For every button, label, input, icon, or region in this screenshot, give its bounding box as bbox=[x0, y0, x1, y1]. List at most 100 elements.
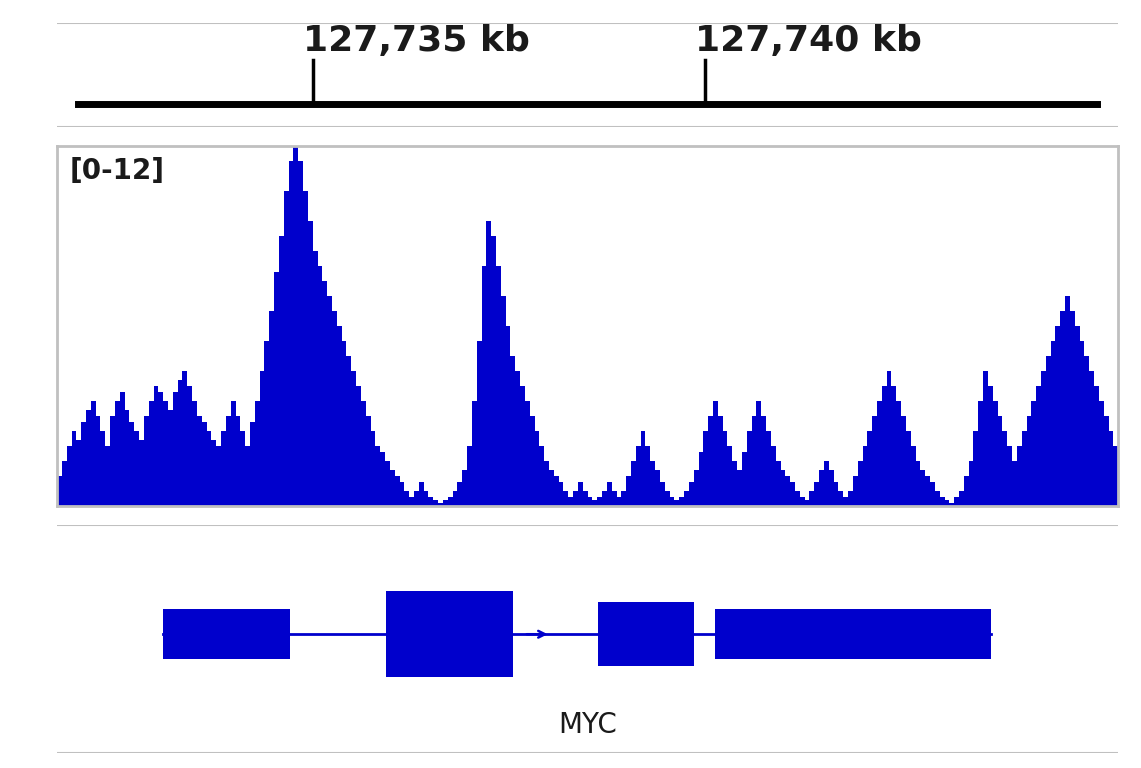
Bar bbox=[685, 492, 689, 506]
Bar bbox=[361, 402, 366, 506]
Bar bbox=[897, 402, 901, 506]
Bar bbox=[997, 416, 1003, 506]
Bar bbox=[887, 371, 891, 506]
Bar bbox=[858, 462, 863, 506]
Bar bbox=[636, 446, 641, 506]
Bar bbox=[57, 476, 62, 506]
Bar bbox=[698, 452, 703, 506]
Bar bbox=[949, 504, 954, 506]
Bar bbox=[940, 498, 945, 506]
Bar bbox=[226, 416, 230, 506]
Bar bbox=[1012, 462, 1017, 506]
Bar bbox=[207, 432, 211, 506]
Bar bbox=[371, 432, 375, 506]
Bar bbox=[882, 386, 887, 506]
Bar bbox=[1027, 416, 1031, 506]
Bar bbox=[429, 498, 434, 506]
Bar bbox=[785, 476, 791, 506]
Bar bbox=[1003, 432, 1008, 506]
Bar bbox=[115, 402, 120, 506]
Bar bbox=[607, 482, 612, 506]
Bar bbox=[993, 402, 997, 506]
Bar bbox=[293, 146, 298, 506]
Bar bbox=[443, 501, 447, 506]
Bar bbox=[945, 501, 949, 506]
Bar bbox=[366, 416, 371, 506]
Bar bbox=[761, 416, 766, 506]
Bar bbox=[525, 402, 529, 506]
Bar bbox=[911, 446, 915, 506]
Bar bbox=[839, 492, 843, 506]
Bar bbox=[733, 462, 737, 506]
Bar bbox=[159, 392, 163, 506]
Bar bbox=[728, 446, 733, 506]
Bar bbox=[540, 446, 544, 506]
Bar bbox=[925, 476, 930, 506]
Bar bbox=[529, 416, 535, 506]
Bar bbox=[323, 281, 327, 506]
Bar bbox=[254, 402, 260, 506]
Bar bbox=[573, 492, 578, 506]
Bar bbox=[824, 462, 828, 506]
Bar bbox=[395, 476, 399, 506]
Bar bbox=[1021, 432, 1027, 506]
Bar bbox=[715, 609, 990, 659]
Bar bbox=[791, 482, 795, 506]
Bar bbox=[135, 432, 139, 506]
Bar bbox=[81, 422, 86, 506]
Bar bbox=[534, 432, 540, 506]
Bar bbox=[172, 392, 178, 506]
Bar bbox=[230, 402, 235, 506]
Bar bbox=[154, 386, 159, 506]
Bar bbox=[1084, 356, 1090, 506]
Bar bbox=[486, 221, 491, 506]
Bar bbox=[679, 498, 685, 506]
Bar bbox=[578, 482, 583, 506]
Bar bbox=[737, 470, 742, 506]
Bar bbox=[1041, 371, 1046, 506]
Bar bbox=[414, 492, 419, 506]
Bar bbox=[597, 498, 602, 506]
Bar bbox=[853, 476, 858, 506]
Bar bbox=[815, 482, 819, 506]
Bar bbox=[544, 462, 549, 506]
Bar bbox=[375, 446, 380, 506]
Bar bbox=[659, 482, 665, 506]
Bar bbox=[516, 371, 520, 506]
Bar bbox=[327, 296, 332, 506]
Bar bbox=[713, 402, 718, 506]
Bar bbox=[317, 266, 323, 506]
Bar bbox=[1051, 341, 1055, 506]
Bar bbox=[423, 492, 429, 506]
Bar bbox=[877, 402, 882, 506]
Bar bbox=[1046, 356, 1051, 506]
Bar bbox=[631, 462, 636, 506]
Bar bbox=[722, 432, 728, 506]
Bar bbox=[934, 492, 940, 506]
Bar bbox=[848, 492, 853, 506]
Bar bbox=[1090, 371, 1094, 506]
Bar bbox=[674, 501, 679, 506]
Bar bbox=[520, 386, 525, 506]
Bar bbox=[1079, 341, 1084, 506]
Bar bbox=[399, 482, 404, 506]
Bar bbox=[386, 591, 513, 677]
Bar bbox=[458, 482, 462, 506]
Bar bbox=[250, 422, 254, 506]
Bar bbox=[670, 498, 674, 506]
Bar bbox=[284, 191, 289, 506]
Bar bbox=[752, 416, 756, 506]
Bar bbox=[1109, 432, 1114, 506]
Bar bbox=[438, 504, 443, 506]
Bar bbox=[776, 462, 780, 506]
Bar bbox=[491, 236, 496, 506]
Bar bbox=[404, 492, 410, 506]
Bar bbox=[984, 371, 988, 506]
Bar bbox=[347, 356, 351, 506]
Bar bbox=[76, 440, 81, 506]
Bar bbox=[1094, 386, 1099, 506]
Bar bbox=[1060, 311, 1066, 506]
Bar bbox=[178, 380, 183, 506]
Bar bbox=[235, 416, 241, 506]
Bar bbox=[202, 422, 207, 506]
